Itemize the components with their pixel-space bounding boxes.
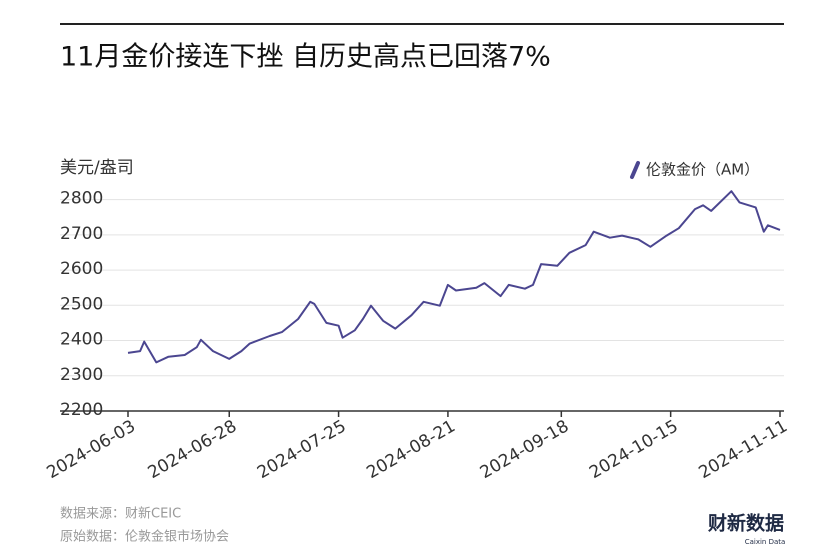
- y-tick-label: 2200: [60, 400, 103, 420]
- x-tick-label: 2024-07-25: [254, 416, 350, 483]
- line-series: [127, 190, 781, 364]
- x-tick-label: 2024-11-11: [695, 416, 791, 483]
- source-note: 数据来源：财新CEIC: [60, 506, 181, 522]
- original-data-note: 原始数据：伦敦金银市场协会: [60, 529, 229, 545]
- y-tick-label: 2300: [60, 365, 103, 385]
- x-tick-label: 2024-06-03: [43, 416, 139, 483]
- x-tick-label: 2024-09-18: [477, 416, 573, 483]
- x-tick-label: 2024-10-15: [586, 416, 682, 483]
- x-tick-label: 2024-06-28: [145, 416, 241, 483]
- y-tick-label: 2600: [60, 259, 103, 279]
- x-tick-label: 2024-08-21: [363, 416, 459, 483]
- y-tick-label: 2400: [60, 330, 103, 350]
- y-tick-label: 2500: [60, 294, 103, 314]
- legend-swatch: [630, 161, 640, 179]
- brand: 财新数据: [708, 512, 784, 535]
- y-axis-label: 美元/盎司: [60, 158, 134, 178]
- y-tick-label: 2700: [60, 224, 103, 244]
- chart-title: 11月金价接连下挫 自历史高点已回落7%: [60, 42, 551, 73]
- brand-sub: Caixin Data: [745, 538, 786, 546]
- legend-label: 伦敦金价（AM）: [646, 161, 759, 179]
- y-tick-label: 2800: [60, 189, 103, 209]
